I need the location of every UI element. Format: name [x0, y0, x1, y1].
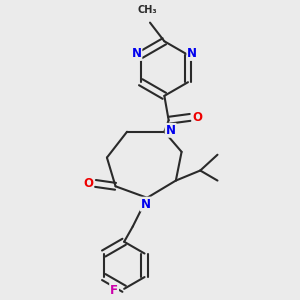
Text: O: O — [83, 177, 93, 190]
Text: N: N — [166, 124, 176, 137]
Text: N: N — [141, 198, 151, 211]
Text: N: N — [131, 47, 141, 60]
Text: F: F — [110, 284, 118, 297]
Text: N: N — [187, 47, 197, 60]
Text: O: O — [192, 111, 203, 124]
Text: CH₃: CH₃ — [138, 4, 158, 15]
